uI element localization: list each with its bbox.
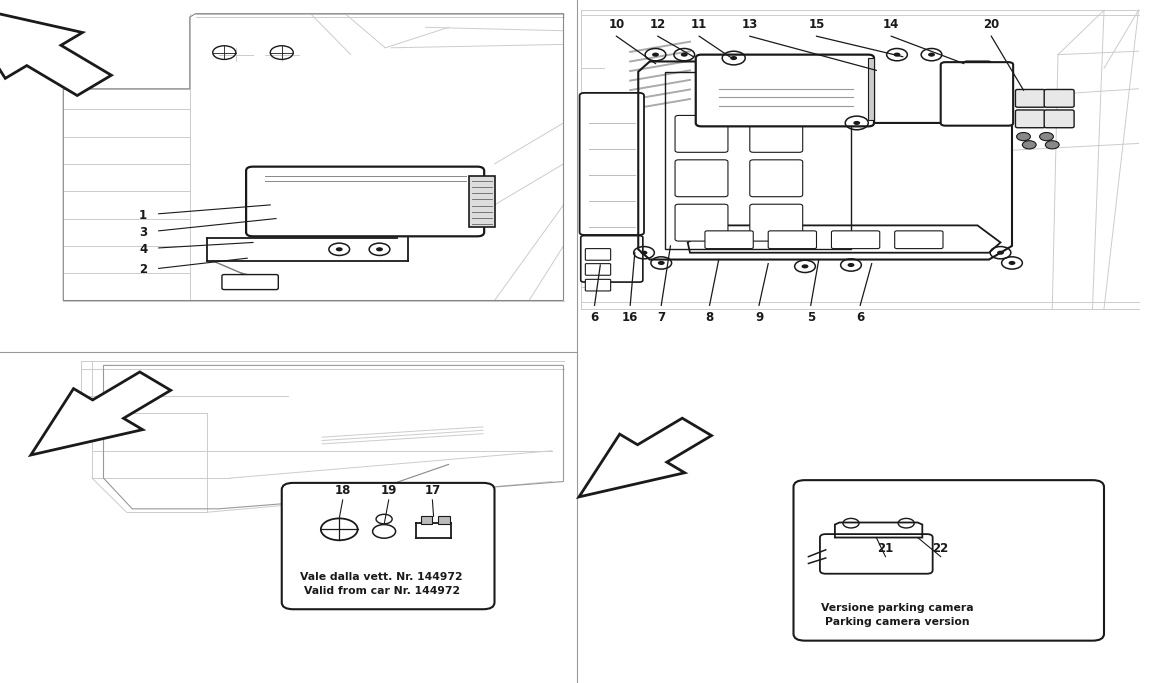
Text: 1: 1: [139, 208, 147, 222]
FancyBboxPatch shape: [793, 480, 1104, 641]
Circle shape: [658, 261, 665, 265]
Text: 6: 6: [590, 311, 599, 324]
FancyBboxPatch shape: [1044, 89, 1074, 107]
Polygon shape: [0, 5, 112, 96]
Circle shape: [336, 247, 343, 251]
FancyBboxPatch shape: [421, 516, 432, 524]
FancyBboxPatch shape: [941, 62, 1013, 126]
FancyBboxPatch shape: [750, 160, 803, 197]
FancyBboxPatch shape: [696, 55, 874, 126]
FancyBboxPatch shape: [585, 249, 611, 260]
Text: 21: 21: [877, 542, 894, 555]
Text: 18: 18: [335, 484, 351, 497]
Circle shape: [853, 121, 860, 125]
FancyBboxPatch shape: [222, 275, 278, 290]
FancyBboxPatch shape: [246, 167, 484, 236]
Circle shape: [1045, 141, 1059, 149]
Text: 7: 7: [657, 311, 666, 324]
Text: 15: 15: [808, 18, 825, 31]
Text: 5: 5: [806, 311, 815, 324]
Text: 12: 12: [650, 18, 666, 31]
FancyBboxPatch shape: [1015, 89, 1045, 107]
FancyBboxPatch shape: [895, 231, 943, 249]
FancyBboxPatch shape: [750, 204, 803, 241]
FancyBboxPatch shape: [831, 231, 880, 249]
Circle shape: [641, 251, 647, 255]
FancyBboxPatch shape: [581, 236, 643, 282]
FancyBboxPatch shape: [585, 279, 611, 291]
Circle shape: [1009, 261, 1015, 265]
Text: Vale dalla vett. Nr. 144972: Vale dalla vett. Nr. 144972: [300, 572, 463, 582]
Text: Versione parking camera: Versione parking camera: [821, 603, 973, 613]
Circle shape: [1022, 141, 1036, 149]
Text: 22: 22: [933, 542, 949, 555]
FancyBboxPatch shape: [585, 264, 611, 275]
Circle shape: [928, 53, 935, 57]
FancyBboxPatch shape: [1044, 110, 1074, 128]
Text: 10: 10: [608, 18, 624, 31]
Polygon shape: [578, 418, 712, 497]
Circle shape: [894, 53, 900, 57]
Circle shape: [802, 264, 808, 268]
Text: 3: 3: [139, 225, 147, 239]
Text: 13: 13: [742, 18, 758, 31]
FancyBboxPatch shape: [1015, 110, 1045, 128]
Circle shape: [848, 263, 854, 267]
Circle shape: [376, 247, 383, 251]
Text: 14: 14: [883, 18, 899, 31]
Text: 8: 8: [705, 311, 714, 324]
Circle shape: [681, 53, 688, 57]
Text: 19: 19: [381, 484, 397, 497]
FancyBboxPatch shape: [675, 115, 728, 152]
FancyBboxPatch shape: [820, 534, 933, 574]
Text: Parking camera version: Parking camera version: [825, 617, 969, 626]
Circle shape: [652, 53, 659, 57]
Text: 11: 11: [691, 18, 707, 31]
Text: 16: 16: [622, 311, 638, 324]
FancyBboxPatch shape: [282, 483, 494, 609]
FancyBboxPatch shape: [705, 231, 753, 249]
FancyBboxPatch shape: [580, 93, 644, 235]
Polygon shape: [31, 372, 170, 455]
Text: Valid from car Nr. 144972: Valid from car Nr. 144972: [304, 586, 460, 596]
FancyBboxPatch shape: [750, 115, 803, 152]
Text: 17: 17: [424, 484, 440, 497]
Text: 9: 9: [754, 311, 764, 324]
Text: 4: 4: [139, 242, 147, 256]
Circle shape: [730, 56, 737, 60]
FancyBboxPatch shape: [438, 516, 450, 524]
Text: 2: 2: [139, 263, 147, 277]
Circle shape: [1040, 133, 1053, 141]
Text: 6: 6: [856, 311, 865, 324]
FancyBboxPatch shape: [675, 204, 728, 241]
FancyBboxPatch shape: [768, 231, 816, 249]
Polygon shape: [469, 176, 494, 227]
Polygon shape: [868, 58, 874, 120]
Text: 20: 20: [983, 18, 999, 31]
FancyBboxPatch shape: [675, 160, 728, 197]
Circle shape: [1017, 133, 1030, 141]
Circle shape: [997, 251, 1004, 255]
